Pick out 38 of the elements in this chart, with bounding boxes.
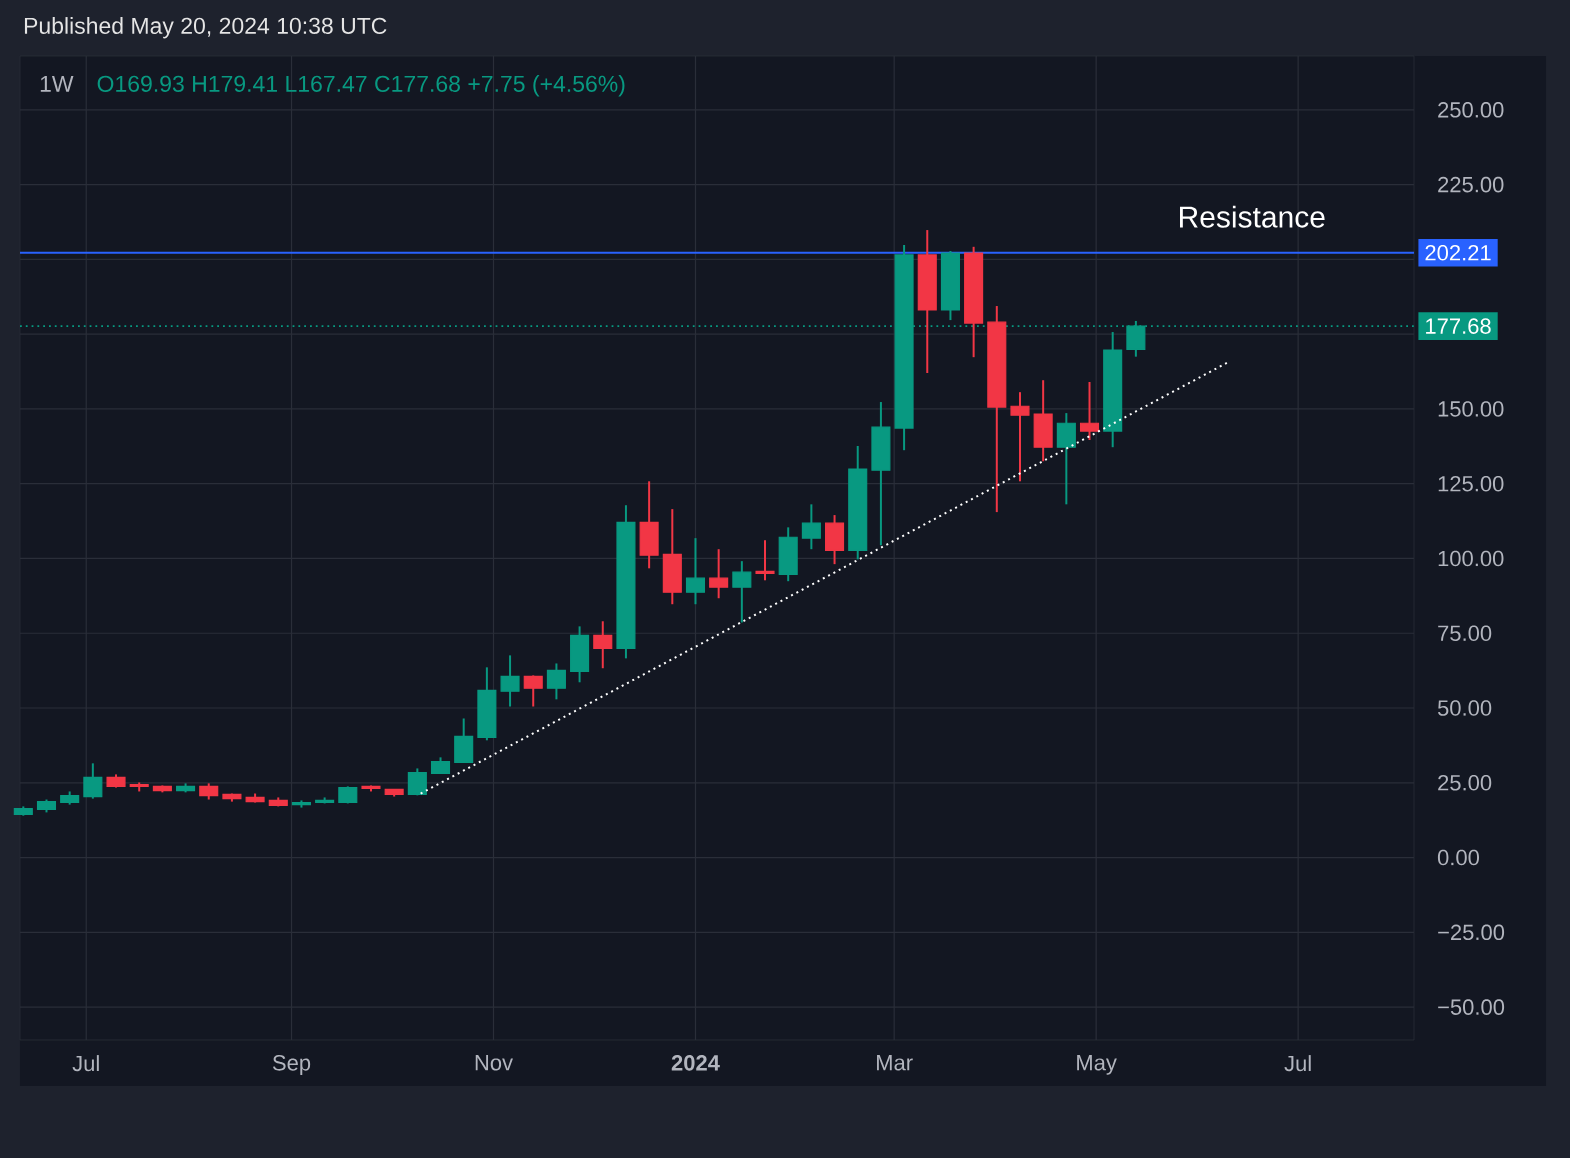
candlestick xyxy=(593,620,613,670)
candlestick xyxy=(755,539,775,582)
text: Published May 20, 2024 10:38 UTC xyxy=(24,17,387,39)
x-tick-label: Jul xyxy=(1284,1055,1311,1072)
y-tick-label: 25.00 xyxy=(1438,775,1492,791)
y-tick-label: 100.00 xyxy=(1438,550,1504,567)
candlestick xyxy=(523,674,543,708)
candlestick xyxy=(407,767,427,797)
x-tick-label: Jul xyxy=(72,1055,99,1072)
text: O169.93 H179.41 L167.47 C177.68 +7.75 (+4.56%) xyxy=(97,75,625,97)
y-tick-label: −25.00 xyxy=(1438,924,1505,941)
candlestick xyxy=(500,654,520,708)
y-tick-label: 125.00 xyxy=(1438,475,1504,492)
y-tick-label: 75.00 xyxy=(1438,625,1492,642)
y-tick-label: 225.00 xyxy=(1438,176,1504,193)
x-tick-label: Mar xyxy=(877,1055,913,1071)
y-tick-label: 150.00 xyxy=(1438,401,1504,417)
candlestick xyxy=(685,537,706,606)
candlestick xyxy=(1056,412,1076,506)
candlestick xyxy=(83,762,103,800)
candlestick xyxy=(732,560,752,624)
x-tick-label: 2024 xyxy=(671,1055,720,1071)
candlestick xyxy=(1079,381,1100,442)
y-tick-label: −50.00 xyxy=(1438,999,1505,1015)
x-tick-label: Nov xyxy=(475,1055,513,1071)
y-tick-label: 250.00 xyxy=(1438,102,1504,118)
candlestick xyxy=(546,662,566,701)
ref-line-label: 177.68 xyxy=(1426,318,1491,334)
candlestick xyxy=(801,503,821,551)
text: 1W xyxy=(40,75,74,92)
x-tick-label: May xyxy=(1077,1055,1117,1075)
y-tick-label: 0.00 xyxy=(1437,849,1480,866)
x-tick-label: Sep xyxy=(272,1055,311,1075)
candlestick xyxy=(1010,391,1030,483)
y-tick-label: 50.00 xyxy=(1437,700,1492,716)
annotation: Resistance xyxy=(1180,205,1325,228)
candlestick xyxy=(709,548,729,600)
ref-line-label: 202.21 xyxy=(1425,245,1491,261)
